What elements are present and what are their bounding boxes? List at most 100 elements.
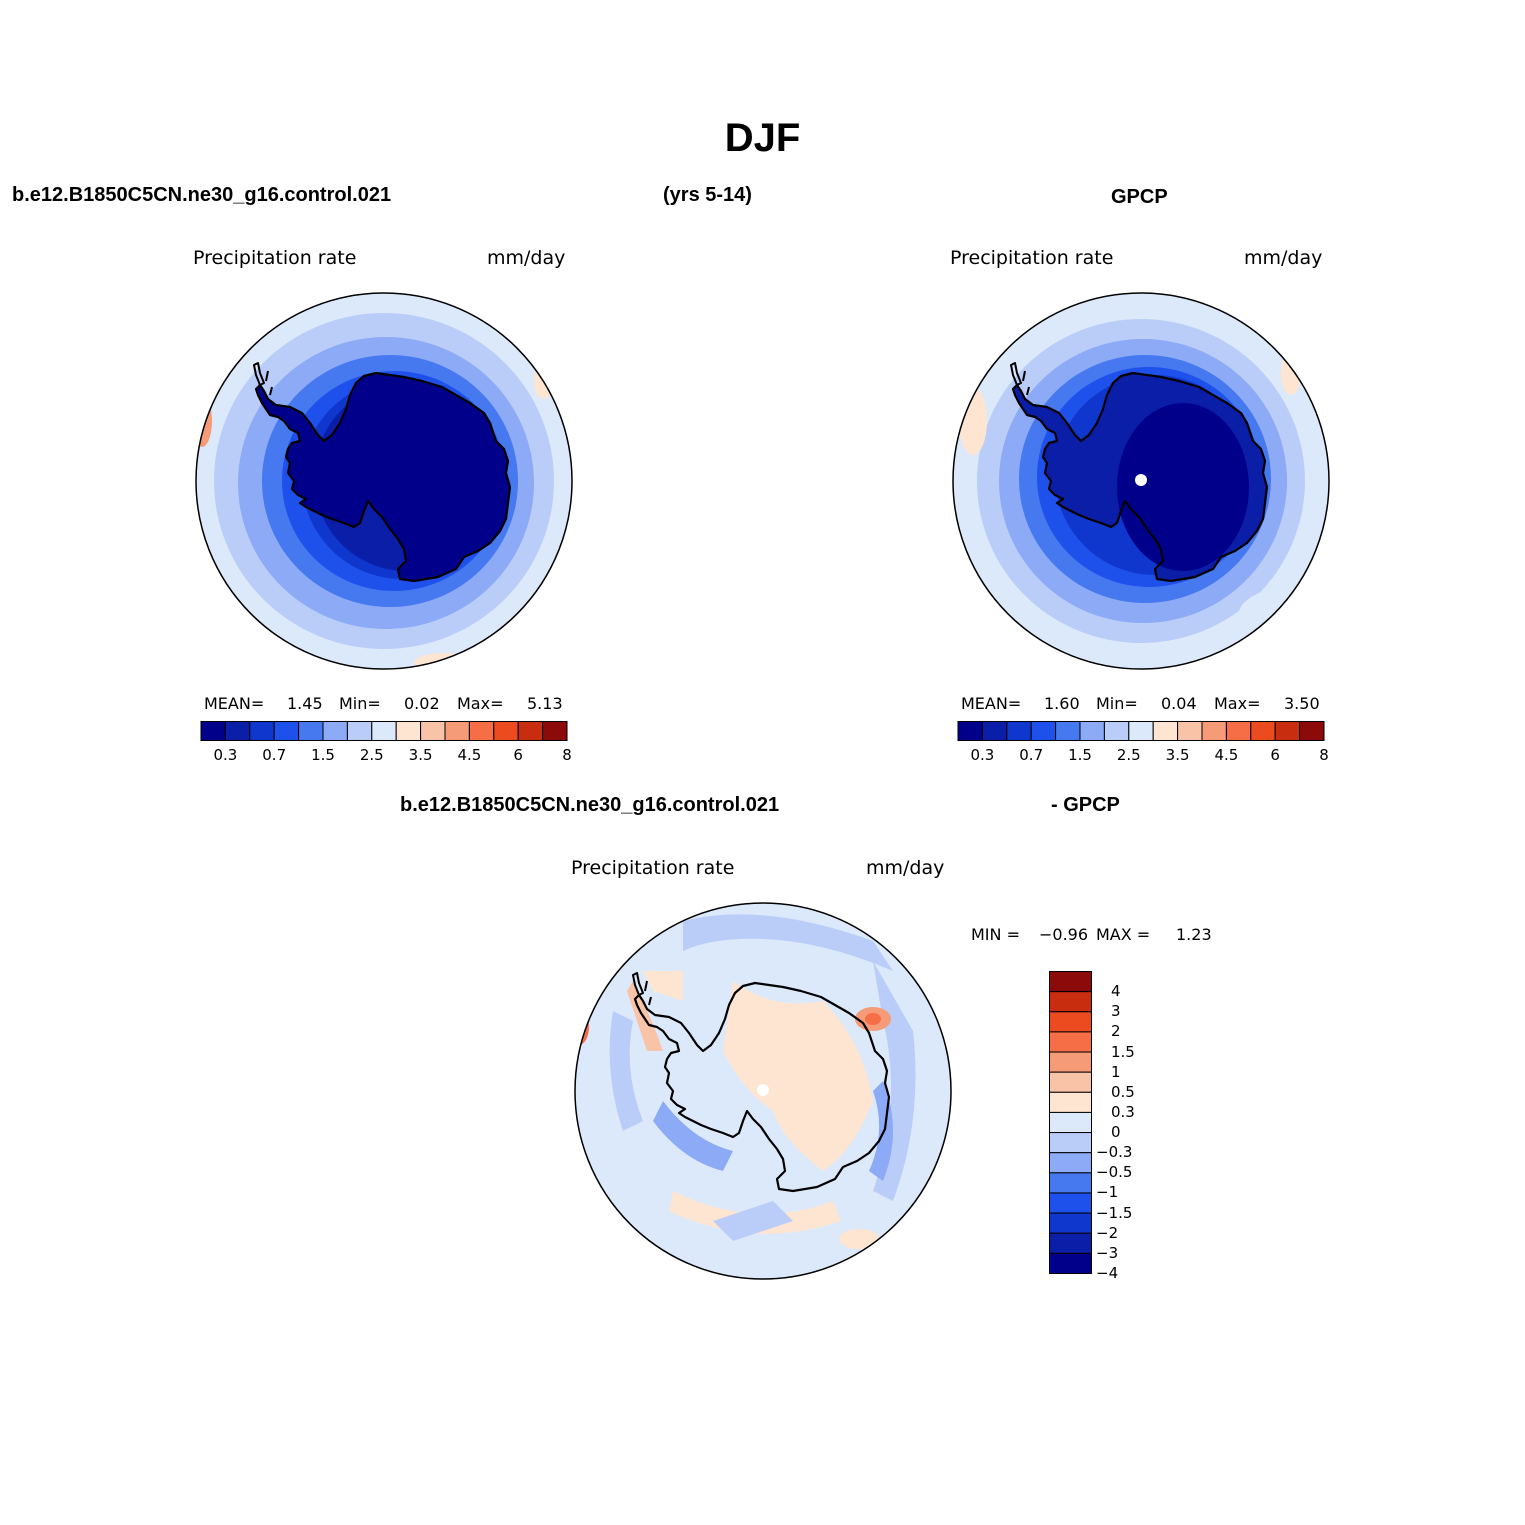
colorbar-tick-label: 8 bbox=[562, 746, 572, 764]
colorbar-swatch bbox=[1049, 1011, 1092, 1033]
model-colorbar bbox=[200, 721, 568, 741]
colorbar-swatch bbox=[1049, 991, 1092, 1013]
colorbar-swatch bbox=[273, 721, 300, 741]
colorbar-swatch bbox=[1049, 1152, 1092, 1174]
case-name-header: b.e12.B1850C5CN.ne30_g16.control.021 bbox=[12, 184, 392, 206]
colorbar-tick-label: 4 bbox=[1111, 982, 1121, 1001]
colorbar-swatch bbox=[1201, 721, 1227, 741]
colorbar-tick-label: −3 bbox=[1096, 1243, 1119, 1262]
south-pole-marker-icon bbox=[757, 1084, 769, 1096]
colorbar-swatch bbox=[1049, 1071, 1092, 1093]
colorbar-swatch bbox=[249, 721, 275, 741]
colorbar-swatch bbox=[1177, 721, 1203, 741]
colorbar-tick-label: −1.5 bbox=[1096, 1203, 1133, 1222]
colorbar-tick-label: −0.3 bbox=[1096, 1143, 1133, 1162]
colorbar-swatch bbox=[1049, 1091, 1092, 1113]
diff-colorbar bbox=[1049, 971, 1092, 1275]
colorbar-tick-label: 4.5 bbox=[1214, 746, 1239, 764]
model-max-label: Max= bbox=[457, 694, 504, 713]
diff-max-value: 1.23 bbox=[1176, 925, 1212, 944]
colorbar-swatch bbox=[1079, 721, 1105, 741]
antarctica-coastline-icon bbox=[632, 972, 891, 1193]
obs-name-header: GPCP bbox=[1111, 186, 1168, 208]
diff-units-label: mm/day bbox=[866, 857, 945, 879]
antarctica-coastline-icon bbox=[253, 362, 512, 583]
colorbar-tick-label: 8 bbox=[1319, 746, 1329, 764]
colorbar-swatch bbox=[1006, 721, 1032, 741]
obs-min-value: 0.04 bbox=[1161, 694, 1197, 713]
colorbar-swatch bbox=[1049, 1051, 1092, 1073]
diff-max-label: MAX = bbox=[1096, 925, 1151, 944]
colorbar-tick-label: 3 bbox=[1111, 1002, 1121, 1021]
colorbar-tick-label: 0.5 bbox=[1111, 1082, 1135, 1101]
colorbar-swatch bbox=[468, 721, 495, 741]
colorbar-swatch bbox=[542, 721, 568, 741]
colorbar-tick-label: 2.5 bbox=[359, 746, 384, 764]
colorbar-swatch bbox=[444, 721, 470, 741]
colorbar-swatch bbox=[395, 721, 422, 741]
obs-max-value: 3.50 bbox=[1284, 694, 1320, 713]
colorbar-tick-label: 1 bbox=[1111, 1062, 1121, 1081]
colorbar-swatch bbox=[200, 721, 226, 741]
model-min-value: 0.02 bbox=[404, 694, 440, 713]
map-border bbox=[195, 292, 573, 670]
model-max-value: 5.13 bbox=[527, 694, 563, 713]
colorbar-tick-label: −2 bbox=[1096, 1223, 1119, 1242]
colorbar-swatch bbox=[224, 721, 251, 741]
model-field-label: Precipitation rate bbox=[193, 247, 357, 269]
colorbar-tick-label: 4.5 bbox=[457, 746, 482, 764]
colorbar-tick-label: 0 bbox=[1111, 1123, 1121, 1142]
obs-units-label: mm/day bbox=[1244, 247, 1323, 269]
colorbar-swatch bbox=[1055, 721, 1081, 741]
colorbar-tick-label: 0.7 bbox=[1019, 746, 1044, 764]
colorbar-swatch bbox=[298, 721, 324, 741]
diff-case-header: b.e12.B1850C5CN.ne30_g16.control.021 bbox=[400, 794, 780, 816]
model-mean-label: MEAN= bbox=[204, 694, 265, 713]
colorbar-swatch bbox=[493, 721, 519, 741]
colorbar-swatch bbox=[1049, 1132, 1092, 1154]
obs-field-label: Precipitation rate bbox=[950, 247, 1114, 269]
obs-polar-map bbox=[952, 292, 1330, 670]
map-border bbox=[574, 902, 952, 1280]
colorbar-swatch bbox=[1049, 1192, 1092, 1214]
colorbar-swatch bbox=[517, 721, 544, 741]
colorbar-swatch bbox=[1250, 721, 1276, 741]
obs-max-label: Max= bbox=[1214, 694, 1261, 713]
colorbar-swatch bbox=[1152, 721, 1179, 741]
colorbar-swatch bbox=[420, 721, 446, 741]
colorbar-tick-label: 1.5 bbox=[311, 746, 335, 764]
colorbar-tick-label: −4 bbox=[1096, 1264, 1119, 1282]
colorbar-swatch bbox=[322, 721, 348, 741]
antarctica-coastline-icon bbox=[1010, 362, 1269, 583]
diff-field-label: Precipitation rate bbox=[571, 857, 735, 879]
colorbar-tick-label: 2.5 bbox=[1116, 746, 1141, 764]
obs-mean-label: MEAN= bbox=[961, 694, 1022, 713]
colorbar-tick-label: −1 bbox=[1096, 1183, 1119, 1202]
obs-colorbar bbox=[957, 721, 1325, 741]
south-pole-marker-icon bbox=[1135, 474, 1147, 486]
diff-min-value: −0.96 bbox=[1039, 925, 1089, 944]
colorbar-tick-label: 0.7 bbox=[262, 746, 287, 764]
colorbar-tick-label: 6 bbox=[1270, 746, 1280, 764]
map-border bbox=[952, 292, 1330, 670]
model-polar-map bbox=[195, 292, 573, 670]
colorbar-tick-label: 6 bbox=[513, 746, 523, 764]
colorbar-swatch bbox=[346, 721, 373, 741]
colorbar-swatch bbox=[957, 721, 983, 741]
model-mean-value: 1.45 bbox=[287, 694, 323, 713]
colorbar-tick-label: 3.5 bbox=[1165, 746, 1190, 764]
model-min-label: Min= bbox=[339, 694, 381, 713]
colorbar-tick-label: 1.5 bbox=[1111, 1042, 1135, 1061]
colorbar-swatch bbox=[1049, 1111, 1092, 1134]
colorbar-swatch bbox=[1225, 721, 1252, 741]
colorbar-tick-label: −0.5 bbox=[1096, 1163, 1133, 1182]
years-header: (yrs 5-14) bbox=[663, 184, 752, 206]
colorbar-swatch bbox=[1049, 1232, 1092, 1254]
colorbar-swatch bbox=[1049, 1252, 1092, 1275]
colorbar-swatch bbox=[1103, 721, 1130, 741]
model-units-label: mm/day bbox=[487, 247, 566, 269]
colorbar-tick-label: 3.5 bbox=[408, 746, 433, 764]
diff-obs-header: - GPCP bbox=[1051, 794, 1120, 816]
colorbar-tick-label: 1.5 bbox=[1068, 746, 1092, 764]
colorbar-swatch bbox=[1049, 971, 1092, 993]
